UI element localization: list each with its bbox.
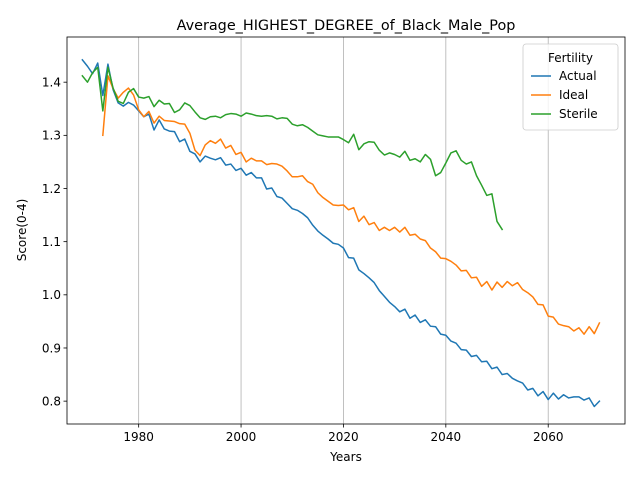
x-tick-label: 1980 <box>123 430 154 444</box>
y-axis-label: Score(0-4) <box>15 199 29 262</box>
x-tick-label: 2020 <box>328 430 359 444</box>
series-line-sterile <box>81 66 504 231</box>
x-tick-label: 2060 <box>533 430 564 444</box>
y-tick-label: 1.3 <box>42 129 61 143</box>
series-lines <box>81 58 601 408</box>
y-axis-ticks: 0.8 0.9 1.0 1.1 1.2 1.3 1.4 <box>42 75 67 408</box>
y-tick-label: 1.4 <box>42 75 61 89</box>
legend: Fertility Actual Ideal Sterile <box>522 43 619 131</box>
legend-label-actual: Actual <box>559 69 597 83</box>
y-tick-label: 1.2 <box>42 182 61 196</box>
y-tick-label: 0.8 <box>42 394 61 408</box>
legend-label-ideal: Ideal <box>559 88 588 102</box>
x-tick-label: 2000 <box>226 430 257 444</box>
gridlines <box>138 37 549 424</box>
legend-box <box>522 43 619 131</box>
y-tick-label: 1.0 <box>42 288 61 302</box>
legend-entries: Actual Ideal Sterile <box>531 69 598 121</box>
y-tick-label: 0.9 <box>42 341 61 355</box>
x-tick-label: 2040 <box>431 430 462 444</box>
legend-label-sterile: Sterile <box>559 107 598 121</box>
x-axis-ticks: 1980 2000 2020 2040 2060 <box>123 424 563 444</box>
series-line-actual <box>81 58 601 408</box>
series-line-ideal <box>102 75 601 335</box>
chart-title: Average_HIGHEST_DEGREE_of_Black_Male_Pop <box>177 18 516 34</box>
legend-title: Fertility <box>548 51 593 65</box>
y-tick-label: 1.1 <box>42 235 61 249</box>
x-axis-label: Years <box>329 450 362 464</box>
plot-frame <box>66 36 626 425</box>
